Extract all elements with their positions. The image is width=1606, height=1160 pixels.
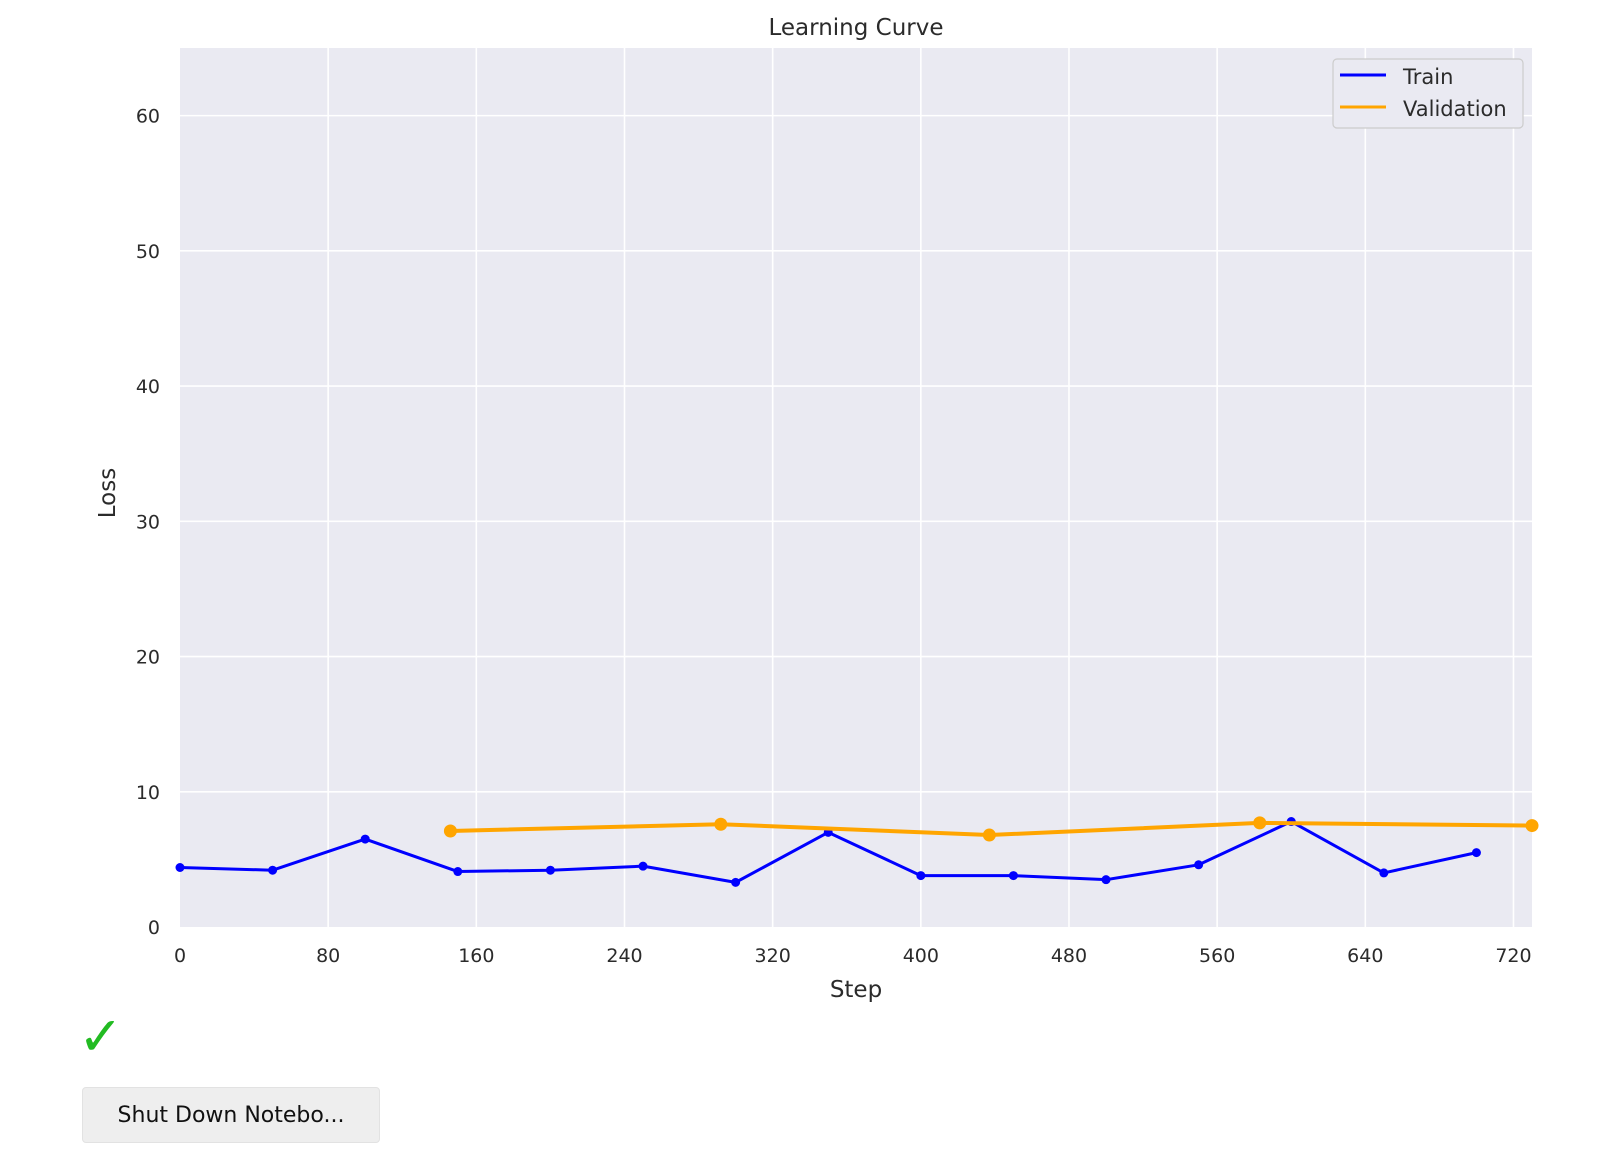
train-point bbox=[1008, 871, 1018, 881]
chart-title: Learning Curve bbox=[768, 15, 943, 41]
train-point bbox=[1101, 875, 1111, 885]
legend-validation-label: Validation bbox=[1403, 97, 1507, 121]
y-tick-label: 20 bbox=[136, 647, 160, 669]
x-tick-label: 160 bbox=[458, 945, 494, 967]
x-tick-label: 400 bbox=[903, 945, 939, 967]
validation-point bbox=[714, 817, 728, 831]
train-point bbox=[1194, 860, 1204, 870]
train-point bbox=[360, 834, 370, 844]
validation-point bbox=[443, 824, 457, 838]
x-tick-label: 80 bbox=[316, 945, 340, 967]
shut-down-notebook-button[interactable]: Shut Down Notebo... bbox=[82, 1087, 380, 1143]
train-point bbox=[1379, 868, 1389, 878]
train-point bbox=[638, 861, 648, 871]
plot-area bbox=[180, 48, 1532, 927]
y-tick-label: 0 bbox=[148, 917, 160, 939]
validation-point bbox=[1253, 816, 1267, 830]
x-tick-label: 240 bbox=[606, 945, 642, 967]
check-icon: ✓ bbox=[78, 1005, 124, 1068]
series-layer bbox=[175, 816, 1539, 887]
y-tick-label: 50 bbox=[136, 241, 160, 263]
x-axis-label: Step bbox=[830, 977, 882, 1003]
validation-point bbox=[982, 828, 996, 842]
train-point bbox=[453, 867, 463, 877]
train-point bbox=[175, 862, 185, 872]
y-tick-label: 30 bbox=[136, 511, 160, 533]
train-point bbox=[916, 871, 926, 881]
train-point bbox=[1471, 848, 1481, 858]
y-tick-label: 60 bbox=[136, 106, 160, 128]
learning-curve-chart: 0 80 160 240 320 400 480 560 640 720 0 10 20 30 40 50 60… bbox=[95, 15, 1539, 1003]
y-tick-label: 10 bbox=[136, 782, 160, 804]
train-point bbox=[268, 865, 278, 875]
y-tick-label: 40 bbox=[136, 376, 160, 398]
x-tick-label: 560 bbox=[1199, 945, 1235, 967]
x-tick-label: 320 bbox=[755, 945, 791, 967]
grid-lines bbox=[180, 48, 1532, 927]
validation-point bbox=[1525, 819, 1539, 833]
x-tick-label: 0 bbox=[174, 945, 186, 967]
legend-train-label: Train bbox=[1402, 65, 1453, 89]
axis-ticks: 0 80 160 240 320 400 480 560 640 720 0 10 20 30 40 50 60 bbox=[136, 106, 1532, 967]
x-tick-label: 720 bbox=[1495, 945, 1531, 967]
y-axis-label: Loss bbox=[95, 468, 121, 518]
x-tick-label: 480 bbox=[1051, 945, 1087, 967]
train-point bbox=[545, 865, 555, 875]
x-tick-label: 640 bbox=[1347, 945, 1383, 967]
train-point bbox=[731, 877, 741, 887]
legend: Train Validation bbox=[1332, 58, 1524, 129]
